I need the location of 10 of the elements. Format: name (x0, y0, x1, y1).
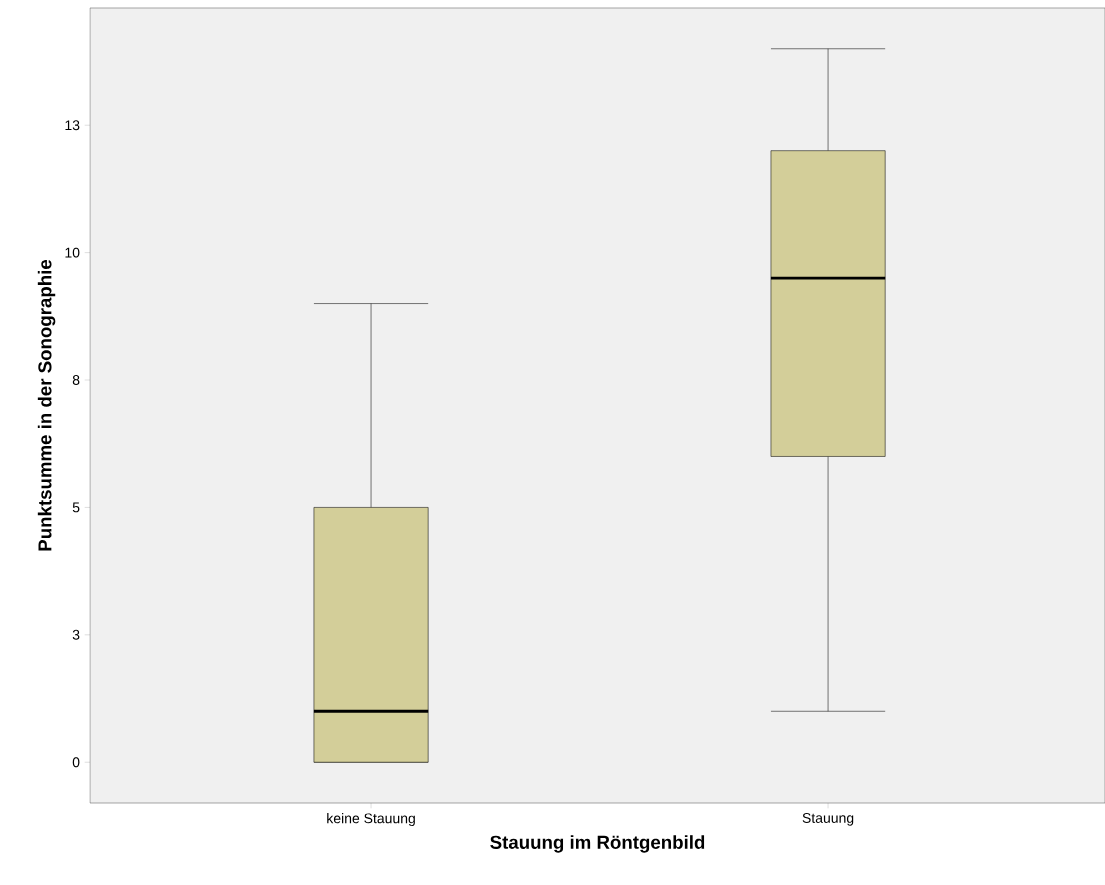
y-tick-label: 0 (72, 757, 80, 768)
y-tick-label: 3 (72, 629, 80, 640)
y-tick-label: 13 (65, 120, 80, 131)
y-tick-label: 5 (72, 502, 80, 513)
y-tick-label: 10 (65, 247, 80, 258)
x-tick-label: keine Stauung (327, 813, 415, 827)
y-tick-label: 8 (72, 375, 80, 385)
x-tick-label: Stauung (802, 813, 854, 826)
y-axis-title: Punktsumme in der Sonographie (37, 259, 56, 551)
x-axis-title: Stauung im Röntgenbild (490, 835, 705, 853)
